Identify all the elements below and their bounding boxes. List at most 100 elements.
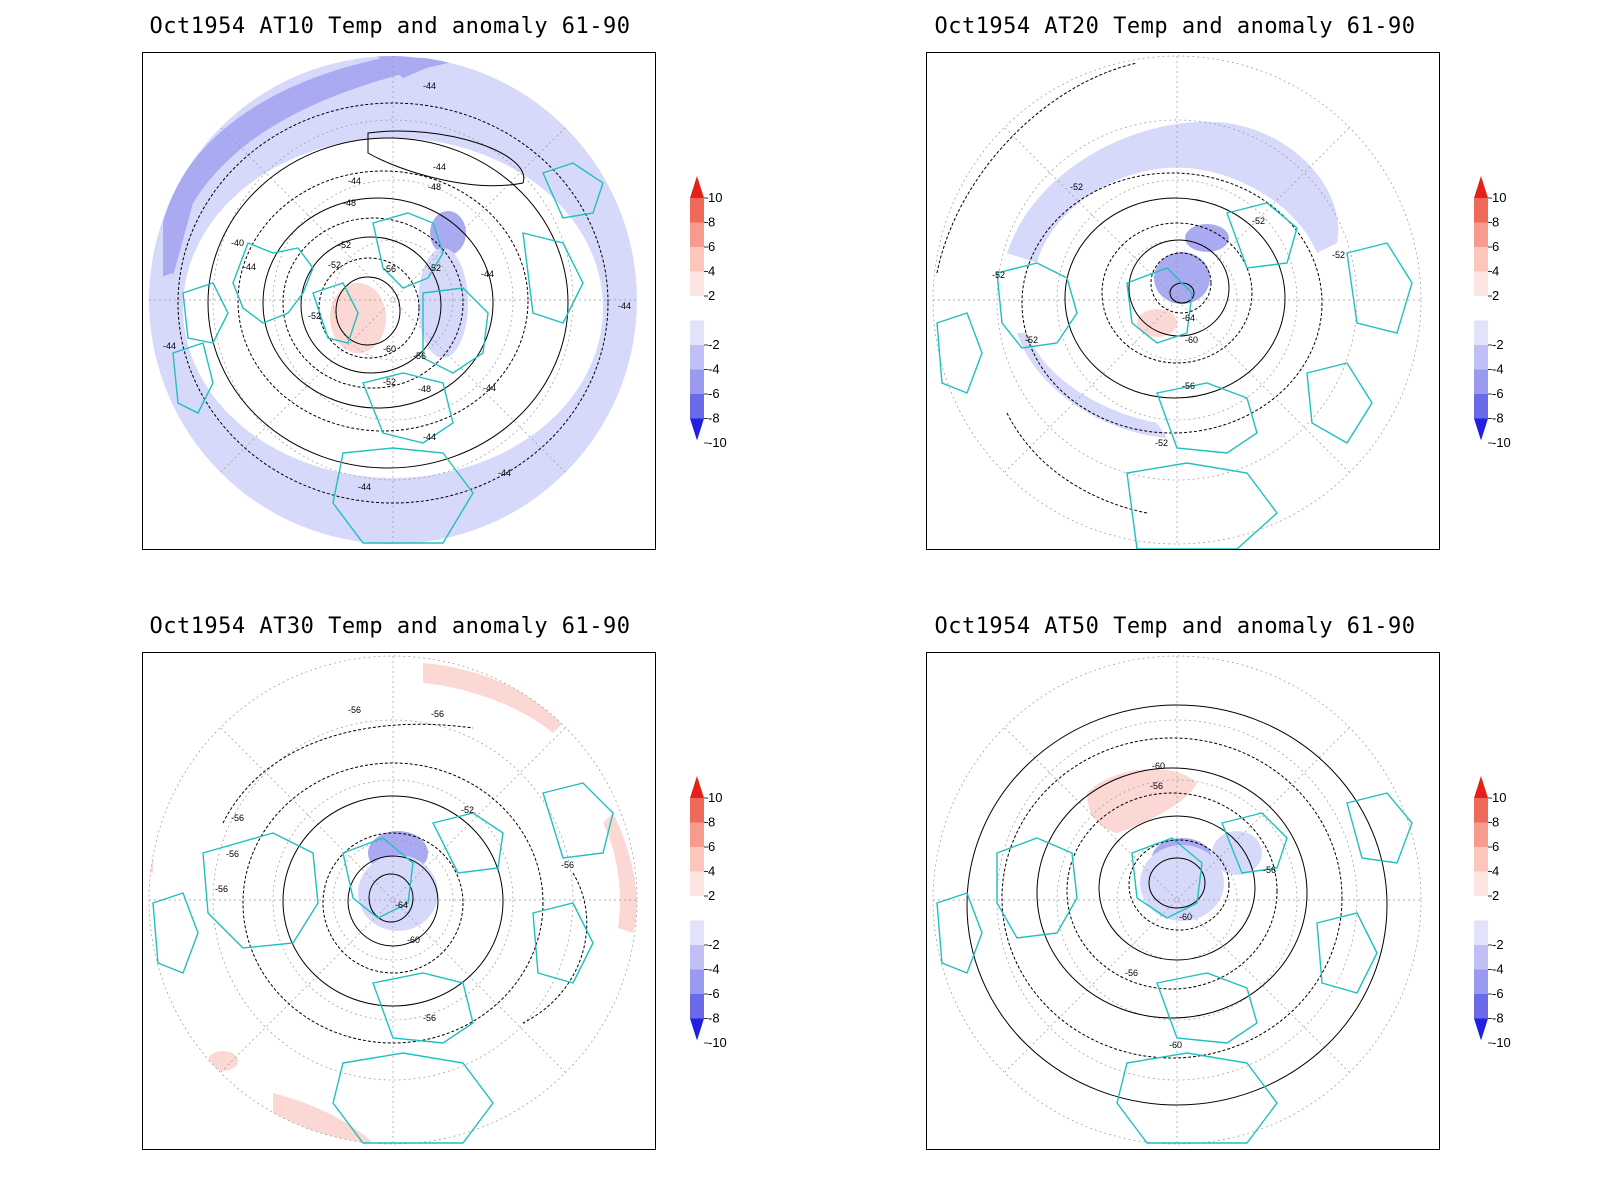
- colorbar-label: -10: [1492, 435, 1511, 450]
- contour-label: -60: [383, 344, 396, 354]
- anomaly-shading: [430, 211, 466, 255]
- contour-label: -56: [348, 705, 361, 715]
- contour-label: -64: [395, 900, 408, 910]
- anomaly-shading: [603, 813, 637, 933]
- contour-label: -60: [1185, 335, 1198, 345]
- colorbar-arrow-top: [1474, 776, 1488, 798]
- colorbar-label: -6: [1492, 986, 1504, 1001]
- temperature-contours: [222, 723, 588, 1044]
- anomaly-shading: [208, 1051, 238, 1071]
- colorbar-arrow-top: [690, 176, 704, 198]
- colorbar-label: -8: [708, 411, 720, 426]
- colorbar-label: 2: [1492, 888, 1499, 903]
- colorbar-segment: [1474, 896, 1488, 921]
- contour-label: -56: [231, 813, 244, 823]
- colorbar-graphic: 10 8 6 4 2 -2 -4 -6 -8 -10: [690, 176, 727, 450]
- colorbar: 10 8 6 4 2 -2 -4 -6 -8 -10: [690, 776, 750, 1066]
- panel-at10: Oct1954 AT10 Temp and anomaly 61-90: [0, 0, 780, 600]
- contour-label: -44: [423, 432, 436, 442]
- contour-label: -56: [215, 884, 228, 894]
- contour-label: -52: [1070, 182, 1083, 192]
- panel-title: Oct1954 AT10 Temp and anomaly 61-90: [149, 14, 631, 39]
- map-at30[interactable]: -56 -56 -56 -52 -56 -56 -56 -64 -60 -56: [142, 652, 656, 1150]
- contour-label: -56: [423, 1013, 436, 1023]
- anomaly-shading: [358, 855, 438, 931]
- contour-labels: -56 -56 -56 -52 -56 -56 -56 -64 -60 -56: [215, 705, 574, 1023]
- contour-label: -44: [348, 176, 361, 186]
- colorbar-segment: [690, 198, 704, 223]
- colorbar-label: 4: [1492, 864, 1499, 879]
- contour-label: -48: [343, 198, 356, 208]
- colorbar-segment: [1474, 320, 1488, 345]
- colorbar-label: 4: [1492, 264, 1499, 279]
- colorbar-segment: [1474, 222, 1488, 247]
- anomaly-shading: [183, 138, 603, 478]
- map-at10[interactable]: -44 -44 -44 -48 -48 -40 -44 -52 -52 -56 …: [142, 52, 656, 550]
- colorbar-label: -4: [1492, 962, 1504, 977]
- contour-label: -44: [163, 341, 176, 351]
- colorbar-segment: [690, 798, 704, 823]
- temperature-contours: [936, 62, 1323, 514]
- colorbar-label: 8: [1492, 215, 1499, 230]
- map-at50[interactable]: -60 -56 -56 -60 -56 -60: [926, 652, 1440, 1150]
- colorbar-segment: [1474, 822, 1488, 847]
- colorbar-label: 10: [1492, 790, 1506, 805]
- colorbar-segment: [690, 394, 704, 419]
- anomaly-shading: [373, 56, 443, 78]
- contour-label: -56: [561, 860, 574, 870]
- colorbar-label: -4: [1492, 362, 1504, 377]
- anomaly-shading: [1140, 845, 1224, 921]
- contour-label: -52: [308, 311, 321, 321]
- colorbar-segment: [690, 369, 704, 394]
- coastlines: [936, 202, 1413, 549]
- anomaly-shading: [1185, 224, 1229, 252]
- panel-title: Oct1954 AT20 Temp and anomaly 61-90: [934, 14, 1416, 39]
- contour-label: -44: [433, 162, 446, 172]
- graticule: [148, 655, 638, 1145]
- colorbar-segment: [1474, 945, 1488, 970]
- colorbar-label: -2: [1492, 337, 1504, 352]
- colorbar-label: 2: [1492, 288, 1499, 303]
- contour-label: -44: [498, 468, 511, 478]
- colorbar: 10 8 6 4 2 -2 -4 -6 -8 -10: [1474, 176, 1534, 466]
- colorbar-label: -6: [708, 386, 720, 401]
- contour-label: -52: [992, 270, 1005, 280]
- panel-title: Oct1954 AT30 Temp and anomaly 61-90: [149, 614, 631, 639]
- contour-label: -52: [1025, 335, 1038, 345]
- anomaly-shading: [330, 283, 386, 353]
- contour-label: -40: [231, 238, 244, 248]
- contour-label: -44: [618, 301, 631, 311]
- contour-labels: -60 -56 -56 -60 -56 -60: [1125, 761, 1276, 1050]
- coastlines: [936, 792, 1413, 1144]
- colorbar-segment: [1474, 369, 1488, 394]
- coastlines: [172, 162, 604, 544]
- contour-label: -52: [338, 240, 351, 250]
- contour-label: -52: [328, 260, 341, 270]
- colorbar-label: -4: [708, 362, 720, 377]
- colorbar-segment: [1474, 994, 1488, 1019]
- contour-label: -52: [461, 805, 474, 815]
- map-at20[interactable]: -52 -52 -52 -52 -64 -60 -52 -56 -52: [926, 52, 1440, 550]
- anomaly-shading: [1007, 121, 1339, 263]
- anomaly-shading: [418, 248, 468, 358]
- colorbar-segment: [690, 345, 704, 370]
- colorbar-arrow-top: [690, 776, 704, 798]
- colorbar-label: 10: [1492, 190, 1506, 205]
- colorbar-arrow-top: [1474, 176, 1488, 198]
- anomaly-shading: [149, 833, 153, 873]
- contour-label: -56: [1150, 781, 1163, 791]
- colorbar-arrow-bottom: [690, 1018, 704, 1041]
- colorbar-label: -10: [1492, 1035, 1511, 1050]
- contour-label: -60: [1169, 1040, 1182, 1050]
- contour-label: -44: [243, 262, 256, 272]
- coastlines: [152, 782, 614, 1144]
- colorbar-segment: [1474, 247, 1488, 272]
- colorbar-segment: [690, 871, 704, 896]
- contour-label: -56: [1263, 865, 1276, 875]
- contour-label: -56: [413, 351, 426, 361]
- contour-labels: -44 -44 -44 -48 -48 -40 -44 -52 -52 -56 …: [163, 81, 631, 492]
- colorbar-segment: [690, 994, 704, 1019]
- colorbar-segment: [1474, 296, 1488, 321]
- colorbar-label: 6: [708, 239, 715, 254]
- colorbar-label: -2: [708, 937, 720, 952]
